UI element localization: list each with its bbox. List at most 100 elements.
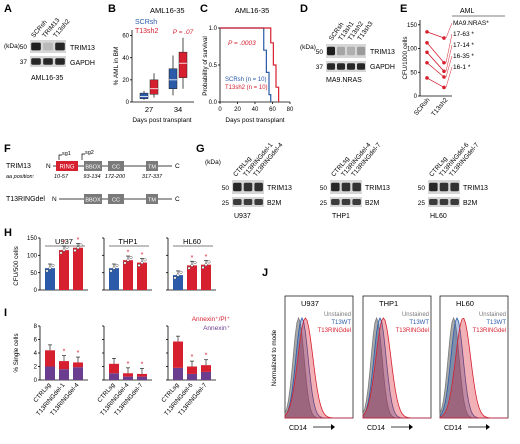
blot-band — [254, 199, 263, 205]
bar — [73, 247, 83, 290]
bar — [187, 265, 197, 290]
bar-annexin-pi — [45, 350, 55, 367]
aa-position: 10-57 — [54, 174, 69, 180]
blot-band — [357, 46, 365, 56]
blot-band — [327, 46, 335, 56]
sample-point — [442, 60, 446, 65]
sample-line — [426, 77, 445, 88]
marker-label: 50 — [418, 185, 426, 192]
marker-label: 37 — [316, 64, 324, 71]
blot-band — [55, 42, 65, 51]
sample-point — [442, 75, 446, 79]
marker-label: 25 — [418, 200, 426, 207]
bar-annexin-pi — [173, 341, 183, 368]
y-tick-label: 4 — [34, 351, 38, 357]
protein-label: TRIM13 — [463, 185, 488, 192]
domain-label: RING — [60, 165, 75, 171]
marker-label: 50 — [316, 49, 324, 56]
box — [139, 92, 149, 99]
significance-mark: * — [205, 353, 208, 360]
significance-mark: * — [141, 362, 144, 369]
domain-label: CC — [112, 198, 120, 204]
sample-leader — [445, 55, 453, 78]
domain-ring — [56, 161, 78, 171]
y-axis-label: % AML in BM — [113, 47, 120, 86]
legend-entry: SCRsh (n = 10) — [225, 77, 267, 83]
x-axis-label: CD14 — [289, 425, 307, 432]
protein-label: TRIM13 — [70, 45, 95, 52]
blot-band — [254, 182, 263, 192]
bar-annexin — [137, 376, 147, 380]
blot-band — [347, 63, 355, 70]
protein-label: GAPDH — [370, 64, 395, 71]
significance-mark: * — [127, 361, 130, 368]
data-point — [129, 255, 133, 259]
legend-entry: Unstained — [324, 312, 351, 318]
significance-mark: * — [63, 349, 66, 356]
y-tick-label: 150 — [407, 23, 418, 29]
blot-band — [331, 182, 340, 192]
sample-point — [442, 36, 446, 40]
bar-annexin — [201, 371, 211, 380]
data-point — [137, 263, 141, 267]
sample-leader — [445, 33, 453, 63]
sample-leader — [445, 22, 453, 39]
y-tick-label: 100 — [407, 47, 418, 53]
x-arrow-head — [409, 424, 413, 430]
histogram-t13ringdel — [284, 317, 353, 419]
bar — [201, 264, 211, 290]
significance-mark: * — [191, 354, 194, 361]
y-tick-label: 2 — [34, 365, 38, 371]
blot-caption: MA9.NRAS — [326, 77, 362, 84]
domain-tm — [146, 194, 158, 204]
x-tick-label: 20 — [234, 107, 241, 113]
legend-entry: SCRsh — [135, 19, 157, 26]
y-axis-label: Normalized to mode — [271, 329, 278, 386]
data-point — [176, 273, 180, 277]
blot-band — [233, 199, 242, 205]
sample-label: MA9.NRAS* — [453, 20, 489, 27]
data-point — [62, 248, 66, 252]
y-tick-label: 0 — [34, 288, 38, 294]
data-point — [73, 248, 77, 252]
histogram-t13ringdel — [362, 317, 431, 419]
domain-label: TM — [148, 198, 156, 204]
domain-cc — [108, 161, 124, 171]
sample-point — [442, 69, 446, 74]
marker-label: 50 — [320, 185, 328, 192]
data-point — [65, 245, 69, 249]
c-terminus: C — [175, 196, 180, 203]
box — [178, 51, 188, 78]
y-tick-label: 150 — [27, 236, 38, 242]
chart-title: AML — [460, 8, 475, 15]
panel-label: I — [4, 307, 7, 319]
box — [168, 68, 178, 89]
legend-entry: T13RINGdel — [473, 328, 506, 334]
blot-band — [341, 199, 351, 205]
y-axis-label: % Single cells — [13, 333, 20, 372]
x-axis-label: CD14 — [367, 425, 385, 432]
blot-caption: AML16-35 — [31, 75, 63, 82]
protein-name: T13RINGdel — [6, 196, 45, 203]
blot-band — [429, 182, 438, 192]
significance-mark: * — [205, 254, 208, 261]
sg-label: sg2 — [85, 150, 94, 156]
bar-annexin — [123, 376, 133, 380]
blot-band — [55, 58, 65, 65]
x-tick-label: 60 — [269, 107, 276, 113]
x-axis-label: CD14 — [444, 425, 462, 432]
x-arrow-head — [486, 424, 490, 430]
bar-annexin-pi — [123, 373, 133, 377]
protein-label: TRIM13 — [267, 185, 292, 192]
chart-title: AML16-35 — [150, 6, 185, 15]
sample-point — [425, 50, 429, 55]
bar-annexin — [59, 369, 69, 380]
chart-title: HL60 — [456, 299, 474, 308]
blot-caption: HL60 — [430, 213, 447, 220]
significance-mark: * — [141, 252, 144, 259]
panel-label: B — [108, 3, 116, 15]
significance-mark: * — [63, 240, 66, 247]
kda-label: (kDa) — [300, 44, 316, 51]
sample-point — [425, 76, 429, 80]
blot-band — [352, 199, 361, 205]
